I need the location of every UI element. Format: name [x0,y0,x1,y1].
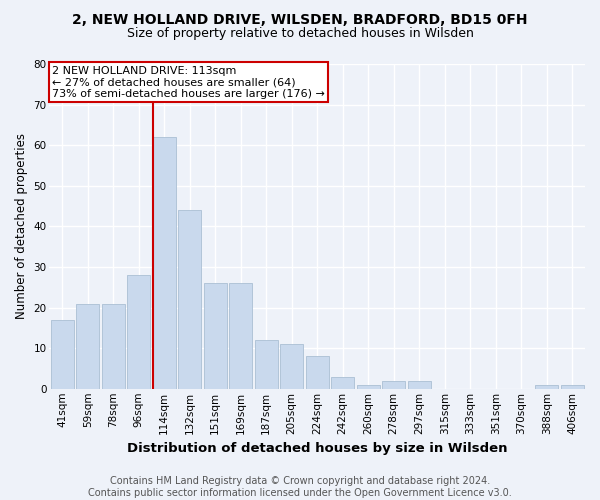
Bar [331,376,354,389]
Bar [382,380,405,389]
Bar [76,304,99,389]
Bar [178,210,201,389]
Text: Size of property relative to detached houses in Wilsden: Size of property relative to detached ho… [127,28,473,40]
X-axis label: Distribution of detached houses by size in Wilsden: Distribution of detached houses by size … [127,442,508,455]
Bar [204,283,227,389]
Bar [51,320,74,389]
Bar [255,340,278,389]
Bar [561,384,584,389]
Bar [153,137,176,389]
Text: 2, NEW HOLLAND DRIVE, WILSDEN, BRADFORD, BD15 0FH: 2, NEW HOLLAND DRIVE, WILSDEN, BRADFORD,… [72,12,528,26]
Bar [280,344,303,389]
Bar [102,304,125,389]
Bar [408,380,431,389]
Text: Contains HM Land Registry data © Crown copyright and database right 2024.
Contai: Contains HM Land Registry data © Crown c… [88,476,512,498]
Bar [535,384,558,389]
Bar [306,356,329,389]
Bar [229,283,252,389]
Y-axis label: Number of detached properties: Number of detached properties [15,134,28,320]
Text: 2 NEW HOLLAND DRIVE: 113sqm
← 27% of detached houses are smaller (64)
73% of sem: 2 NEW HOLLAND DRIVE: 113sqm ← 27% of det… [52,66,325,99]
Bar [357,384,380,389]
Bar [127,275,150,389]
